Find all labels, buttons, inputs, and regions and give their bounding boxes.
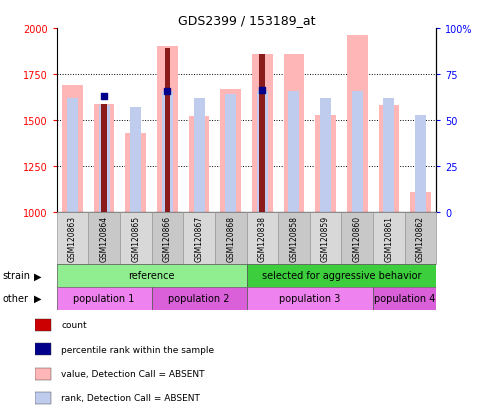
Bar bbox=[57, 287, 152, 310]
Bar bbox=[373, 213, 405, 264]
Bar bbox=[99, 106, 109, 213]
Bar bbox=[215, 213, 246, 264]
Bar bbox=[384, 99, 394, 213]
Bar bbox=[283, 55, 304, 213]
Bar bbox=[120, 213, 152, 264]
Point bbox=[164, 88, 172, 95]
Bar bbox=[410, 192, 431, 213]
Bar bbox=[246, 264, 436, 287]
Text: other: other bbox=[2, 293, 29, 304]
Bar bbox=[152, 213, 183, 264]
Text: count: count bbox=[61, 320, 87, 330]
Text: GSM120868: GSM120868 bbox=[226, 216, 235, 261]
Text: strain: strain bbox=[2, 271, 31, 281]
Text: GSM120838: GSM120838 bbox=[258, 216, 267, 261]
Bar bbox=[94, 104, 114, 213]
Text: GSM120859: GSM120859 bbox=[321, 216, 330, 261]
Bar bbox=[220, 90, 241, 213]
Bar bbox=[246, 287, 373, 310]
Bar bbox=[352, 91, 363, 213]
Bar bbox=[101, 104, 107, 213]
Bar bbox=[278, 213, 310, 264]
Text: GSM120863: GSM120863 bbox=[68, 216, 77, 261]
Text: GSM120862: GSM120862 bbox=[416, 216, 425, 261]
Bar bbox=[88, 213, 120, 264]
Bar bbox=[35, 319, 51, 331]
Bar bbox=[35, 343, 51, 356]
Bar bbox=[259, 55, 265, 213]
Bar bbox=[194, 99, 205, 213]
Text: GSM120861: GSM120861 bbox=[385, 216, 393, 261]
Bar bbox=[316, 115, 336, 213]
Bar bbox=[165, 49, 170, 213]
Text: value, Detection Call = ABSENT: value, Detection Call = ABSENT bbox=[61, 369, 205, 378]
Text: GSM120865: GSM120865 bbox=[131, 216, 141, 261]
Point bbox=[100, 94, 108, 100]
Bar bbox=[288, 91, 299, 213]
Bar bbox=[257, 91, 268, 213]
Bar bbox=[347, 36, 367, 213]
Text: rank, Detection Call = ABSENT: rank, Detection Call = ABSENT bbox=[61, 394, 200, 402]
Text: GDS2399 / 153189_at: GDS2399 / 153189_at bbox=[178, 14, 315, 27]
Text: ▶: ▶ bbox=[34, 293, 41, 304]
Bar bbox=[152, 287, 246, 310]
Point bbox=[258, 87, 266, 94]
Text: GSM120867: GSM120867 bbox=[195, 216, 204, 261]
Bar bbox=[225, 95, 236, 213]
Text: population 2: population 2 bbox=[168, 293, 230, 304]
Bar bbox=[415, 115, 426, 213]
Bar bbox=[405, 213, 436, 264]
Text: ▶: ▶ bbox=[34, 271, 41, 281]
Text: reference: reference bbox=[128, 271, 175, 281]
Bar bbox=[320, 99, 331, 213]
Bar bbox=[252, 55, 273, 213]
Bar bbox=[57, 264, 246, 287]
Text: population 3: population 3 bbox=[279, 293, 341, 304]
Bar bbox=[67, 99, 78, 213]
Text: GSM120866: GSM120866 bbox=[163, 216, 172, 261]
Text: population 4: population 4 bbox=[374, 293, 435, 304]
Text: selected for aggressive behavior: selected for aggressive behavior bbox=[262, 271, 421, 281]
Bar bbox=[189, 117, 210, 213]
Text: GSM120860: GSM120860 bbox=[352, 216, 362, 261]
Bar bbox=[310, 213, 341, 264]
Bar bbox=[379, 106, 399, 213]
Text: GSM120864: GSM120864 bbox=[100, 216, 108, 261]
Bar bbox=[341, 213, 373, 264]
Bar bbox=[246, 213, 278, 264]
Text: GSM120858: GSM120858 bbox=[289, 216, 298, 261]
Bar bbox=[126, 134, 146, 213]
Bar bbox=[62, 86, 83, 213]
Bar bbox=[157, 47, 177, 213]
Bar bbox=[35, 392, 51, 404]
Bar bbox=[162, 91, 173, 213]
Bar bbox=[57, 213, 88, 264]
Bar bbox=[373, 287, 436, 310]
Bar bbox=[35, 368, 51, 380]
Bar bbox=[183, 213, 215, 264]
Text: percentile rank within the sample: percentile rank within the sample bbox=[61, 345, 214, 354]
Bar bbox=[130, 108, 141, 213]
Text: population 1: population 1 bbox=[73, 293, 135, 304]
